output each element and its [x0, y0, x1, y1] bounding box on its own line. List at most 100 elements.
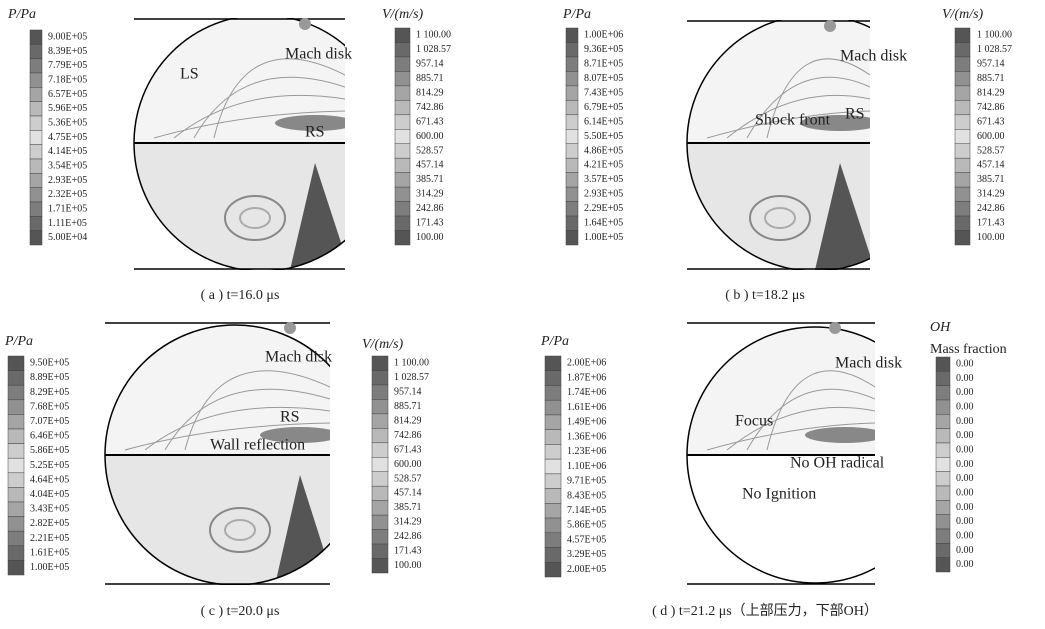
legend-swatch: [955, 28, 970, 42]
legend-swatch: [566, 144, 578, 158]
legend-swatch: [30, 231, 42, 245]
panel: P/Pa2.00E+061.87E+061.74E+061.61E+061.49…: [540, 320, 1007, 619]
legend-label: 5.00E+04: [48, 232, 87, 243]
legend-swatch: [30, 59, 42, 73]
legend-title: P/Pa: [7, 7, 36, 22]
legend-swatch: [8, 371, 24, 386]
legend-label: 1.71E+05: [48, 203, 87, 214]
figure: P/Pa9.00E+058.39E+057.79E+057.18E+056.57…: [0, 0, 1045, 629]
legend-swatch: [395, 158, 410, 172]
legend-label: 171.43: [977, 218, 1005, 229]
caption: ( b ) t=18.2 μs: [725, 288, 805, 303]
legend-title: P/Pa: [540, 334, 569, 349]
legend-label: 8.43E+05: [567, 490, 606, 501]
legend-title: P/Pa: [562, 7, 591, 22]
legend-label: 1.74E+06: [567, 387, 606, 398]
lower-field: [687, 455, 875, 585]
legend-swatch: [955, 57, 970, 71]
legend-label: 671.43: [416, 116, 444, 127]
legend-swatch: [8, 458, 24, 473]
legend-label: 8.89E+05: [30, 372, 69, 383]
legend-label: 3.54E+05: [48, 160, 87, 171]
legend-label: 171.43: [416, 218, 444, 229]
legend-swatch: [8, 429, 24, 444]
legend-swatch: [955, 71, 970, 85]
legend-label: 242.86: [394, 531, 422, 542]
legend-swatch: [395, 115, 410, 129]
legend-swatch: [372, 544, 388, 558]
legend-label: 5.86E+05: [30, 445, 69, 456]
legend-title: V/(m/s): [942, 7, 984, 22]
legend-label: 8.39E+05: [48, 46, 87, 57]
legend-swatch: [955, 129, 970, 143]
legend-swatch: [955, 216, 970, 230]
legend-swatch: [936, 472, 950, 486]
legend-label: 5.86E+05: [567, 520, 606, 531]
caption: ( a ) t=16.0 μs: [201, 288, 280, 303]
annotation: Mach disk: [840, 48, 907, 65]
legend-swatch: [936, 558, 950, 572]
legend-swatch: [30, 145, 42, 159]
legend-title: V/(m/s): [362, 337, 404, 352]
legend-swatch: [955, 202, 970, 216]
nozzle: [824, 20, 836, 32]
legend-swatch: [566, 42, 578, 56]
legend-swatch: [936, 429, 950, 443]
legend-label: 385.71: [977, 174, 1005, 185]
legend-label: 7.07E+05: [30, 416, 69, 427]
legend-swatch: [372, 414, 388, 428]
legend-label: 885.71: [416, 73, 444, 84]
legend-swatch: [955, 86, 970, 100]
legend-label: 1 028.57: [977, 44, 1012, 55]
legend-label: 6.57E+05: [48, 89, 87, 100]
legend-swatch: [545, 548, 561, 563]
annotation: Mach disk: [285, 46, 352, 63]
legend-label: 385.71: [416, 174, 444, 185]
legend-label: 1 100.00: [977, 30, 1012, 41]
legend-label: 1.00E+05: [584, 232, 623, 243]
legend-swatch: [566, 129, 578, 143]
legend-label: 2.32E+05: [48, 189, 87, 200]
legend-label: 7.79E+05: [48, 60, 87, 71]
legend-label: 1 028.57: [394, 372, 429, 383]
legend-swatch: [395, 129, 410, 143]
legend-swatch: [395, 144, 410, 158]
legend-label: 4.57E+05: [567, 534, 606, 545]
legend-label: 1.61E+06: [567, 402, 606, 413]
legend-title: OH: [930, 320, 951, 335]
legend-swatch: [936, 515, 950, 529]
legend-swatch: [30, 116, 42, 130]
annotation: Shock front: [755, 112, 831, 129]
annotation: RS: [305, 124, 325, 141]
legend-swatch: [566, 187, 578, 201]
legend-label: 4.64E+05: [30, 474, 69, 485]
legend-label: 100.00: [394, 560, 422, 571]
legend-swatch: [395, 86, 410, 100]
legend-label: 4.21E+05: [584, 160, 623, 171]
legend-label: 4.04E+05: [30, 489, 69, 500]
legend-label: 1 028.57: [416, 44, 451, 55]
annotation: No Ignition: [742, 486, 816, 503]
legend-label: 2.93E+05: [584, 189, 623, 200]
legend-label: 1.23E+06: [567, 446, 606, 457]
legend-swatch: [8, 385, 24, 400]
legend-label: 5.50E+05: [584, 131, 623, 142]
legend-swatch: [566, 57, 578, 71]
legend-swatch: [30, 130, 42, 144]
legend-swatch: [936, 414, 950, 428]
legend-label: 0.00: [956, 444, 974, 455]
legend-swatch: [30, 30, 42, 44]
legend-label: 6.46E+05: [30, 431, 69, 442]
legend-swatch: [395, 187, 410, 201]
annotation: Wall reflection: [210, 437, 305, 454]
legend-label: 9.50E+05: [30, 358, 69, 369]
legend-label: 1 100.00: [394, 358, 429, 369]
legend-swatch: [955, 115, 970, 129]
legend-swatch: [372, 472, 388, 486]
legend-label: 1.87E+06: [567, 372, 606, 383]
legend-label: 0.00: [956, 559, 974, 570]
legend-swatch: [8, 487, 24, 502]
legend-swatch: [545, 371, 561, 386]
legend-swatch: [372, 457, 388, 471]
legend-label: 2.82E+05: [30, 518, 69, 529]
